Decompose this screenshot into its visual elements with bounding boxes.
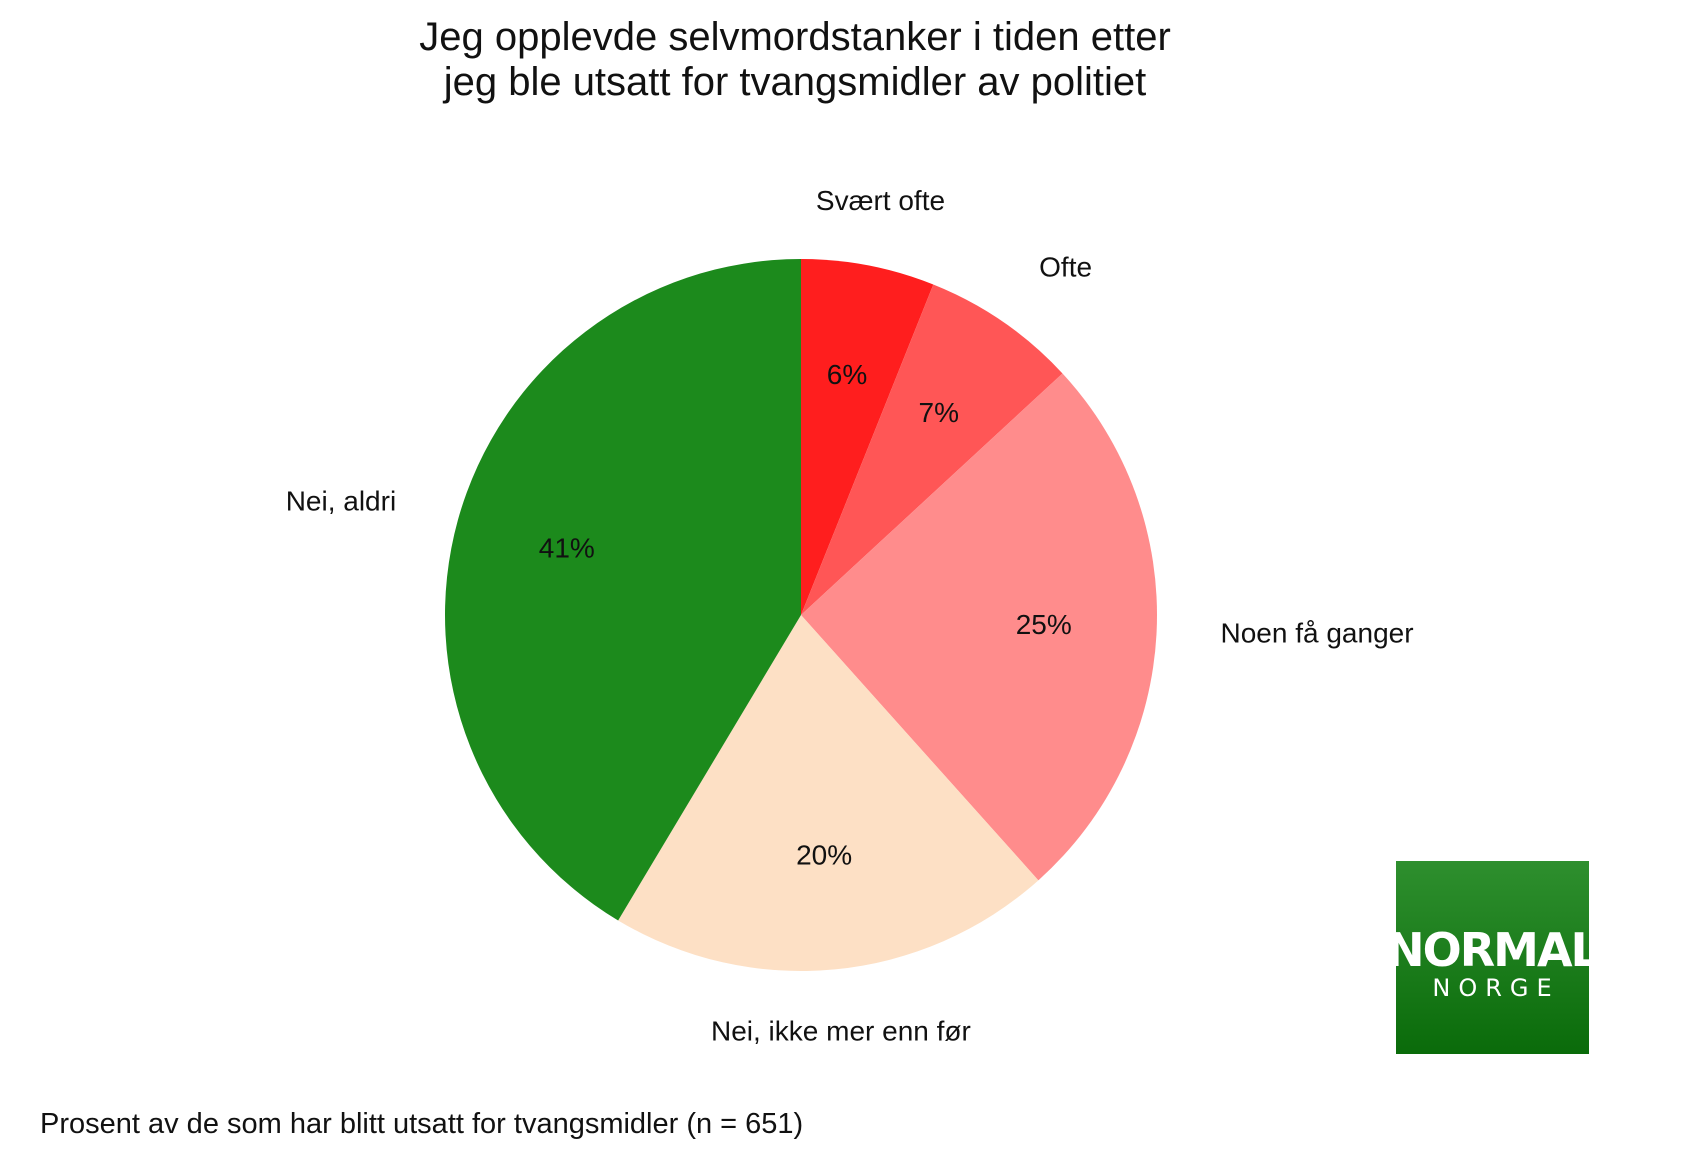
- category-label-nei-ikke-mer-enn-f-r: Nei, ikke mer enn før: [711, 1015, 971, 1046]
- percent-label-nei-aldri: 41%: [539, 533, 595, 564]
- pie-slice-nei-ikke-mer-enn-f-r: [618, 615, 1039, 971]
- chart-title-line-1: Jeg opplevde selvmordstanker i tiden ett…: [419, 15, 1171, 59]
- category-labels: Svært ofte Ofte Noen få ganger Nei, ikke me…: [286, 185, 1414, 1047]
- percent-labels: 6% 7% 25% 20% 41%: [539, 359, 1072, 871]
- category-label-noen-fa-ganger: Noen få ganger: [1221, 617, 1414, 648]
- normal-norge-logo: NORMAL NORGE: [1386, 861, 1602, 1054]
- pie-slice-noen-fa-ganger: [801, 373, 1157, 881]
- pie-slice-nei-aldri: [444, 259, 801, 921]
- logo-wordmark: NORMAL: [1386, 923, 1599, 977]
- pie-slice-sv-rt-ofte: [801, 259, 934, 615]
- percent-label-sv-rt-ofte: 6%: [827, 359, 867, 390]
- logo-subtitle: NORGE: [1432, 974, 1559, 1002]
- logo-background: [1396, 861, 1589, 1054]
- percent-label-nei-ikke-mer-enn-f-r: 20%: [796, 839, 852, 870]
- category-label-ofte: Ofte: [1039, 251, 1092, 282]
- category-label-nei-aldri: Nei, aldri: [286, 485, 396, 516]
- chart-footnote: Prosent av de som har blitt utsatt for t…: [40, 1108, 803, 1140]
- chart-title-line-2: jeg ble utsatt for tvangsmidler av polit…: [443, 60, 1147, 104]
- pie-slice-ofte: [801, 284, 1063, 615]
- pie-slices: [444, 259, 1157, 971]
- category-label-sv-rt-ofte: Svært ofte: [816, 185, 945, 216]
- percent-label-ofte: 7%: [919, 397, 959, 428]
- percent-label-noen-fa-ganger: 25%: [1016, 609, 1072, 640]
